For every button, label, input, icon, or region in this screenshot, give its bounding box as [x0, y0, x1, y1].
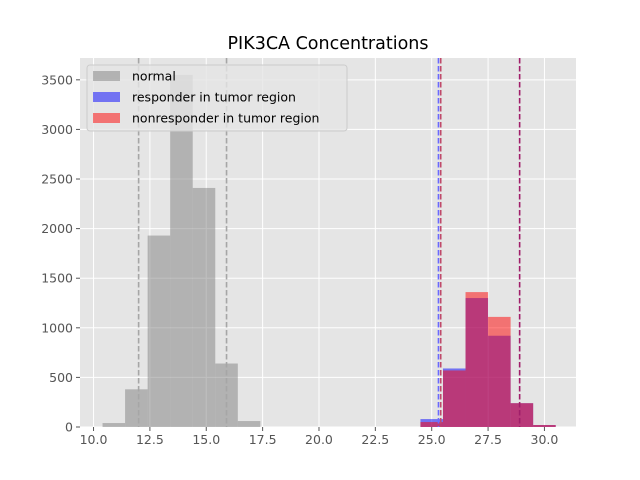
bar-series-2-bin-5: [533, 425, 556, 427]
legend-box: [86, 64, 348, 132]
y-tick-label-0: 0: [65, 420, 73, 435]
x-tick-label-2: 15.0: [192, 432, 220, 447]
bar-series-0-bin-6: [237, 421, 261, 427]
y-tick-label-3: 1500: [41, 271, 73, 286]
y-tick-label-4: 2000: [41, 221, 73, 236]
legend-swatch-0: [93, 71, 120, 81]
legend-label-2: nonresponder in tumor region: [132, 111, 319, 126]
y-tick-label-7: 3500: [41, 72, 73, 87]
chart-title: PIK3CA Concentrations: [228, 34, 429, 54]
bar-series-0-bin-2: [147, 235, 171, 427]
legend: normal responder in tumor region nonrespon…: [86, 64, 348, 132]
bar-series-0-bin-4: [192, 187, 216, 427]
bar-series-2-bin-0: [420, 422, 443, 427]
axis-ticks: 10.0 12.5 15.0 17.5 20.0 22.5 25.0 27.5 30.0 0 500…: [41, 72, 558, 447]
x-tick-label-5: 22.5: [361, 432, 389, 447]
bar-series-0-bin-3: [170, 74, 193, 427]
histogram-bars: [102, 74, 556, 427]
x-tick-label-6: 25.0: [418, 432, 446, 447]
y-tick-label-5: 2500: [41, 172, 73, 187]
bar-series-0-bin-1: [125, 389, 148, 427]
x-tick-label-1: 12.5: [136, 432, 164, 447]
y-tick-label-6: 3000: [41, 122, 73, 137]
bar-series-2-bin-4: [510, 403, 534, 427]
x-tick-label-4: 20.0: [305, 432, 333, 447]
x-tick-label-8: 30.0: [531, 432, 559, 447]
legend-label-1: responder in tumor region: [132, 90, 296, 105]
legend-label-0: normal: [132, 69, 176, 84]
legend-swatch-1: [93, 92, 120, 102]
bar-series-0-bin-0: [102, 423, 126, 427]
y-tick-label-1: 500: [49, 370, 73, 385]
x-tick-label-0: 10.0: [80, 432, 108, 447]
bar-series-2-bin-3: [488, 316, 511, 427]
y-tick-label-2: 1000: [41, 320, 73, 335]
bar-series-2-bin-1: [442, 370, 466, 427]
x-tick-label-7: 27.5: [474, 432, 502, 447]
legend-swatch-2: [93, 113, 120, 123]
bar-series-2-bin-2: [465, 292, 489, 427]
x-tick-label-3: 17.5: [249, 432, 277, 447]
